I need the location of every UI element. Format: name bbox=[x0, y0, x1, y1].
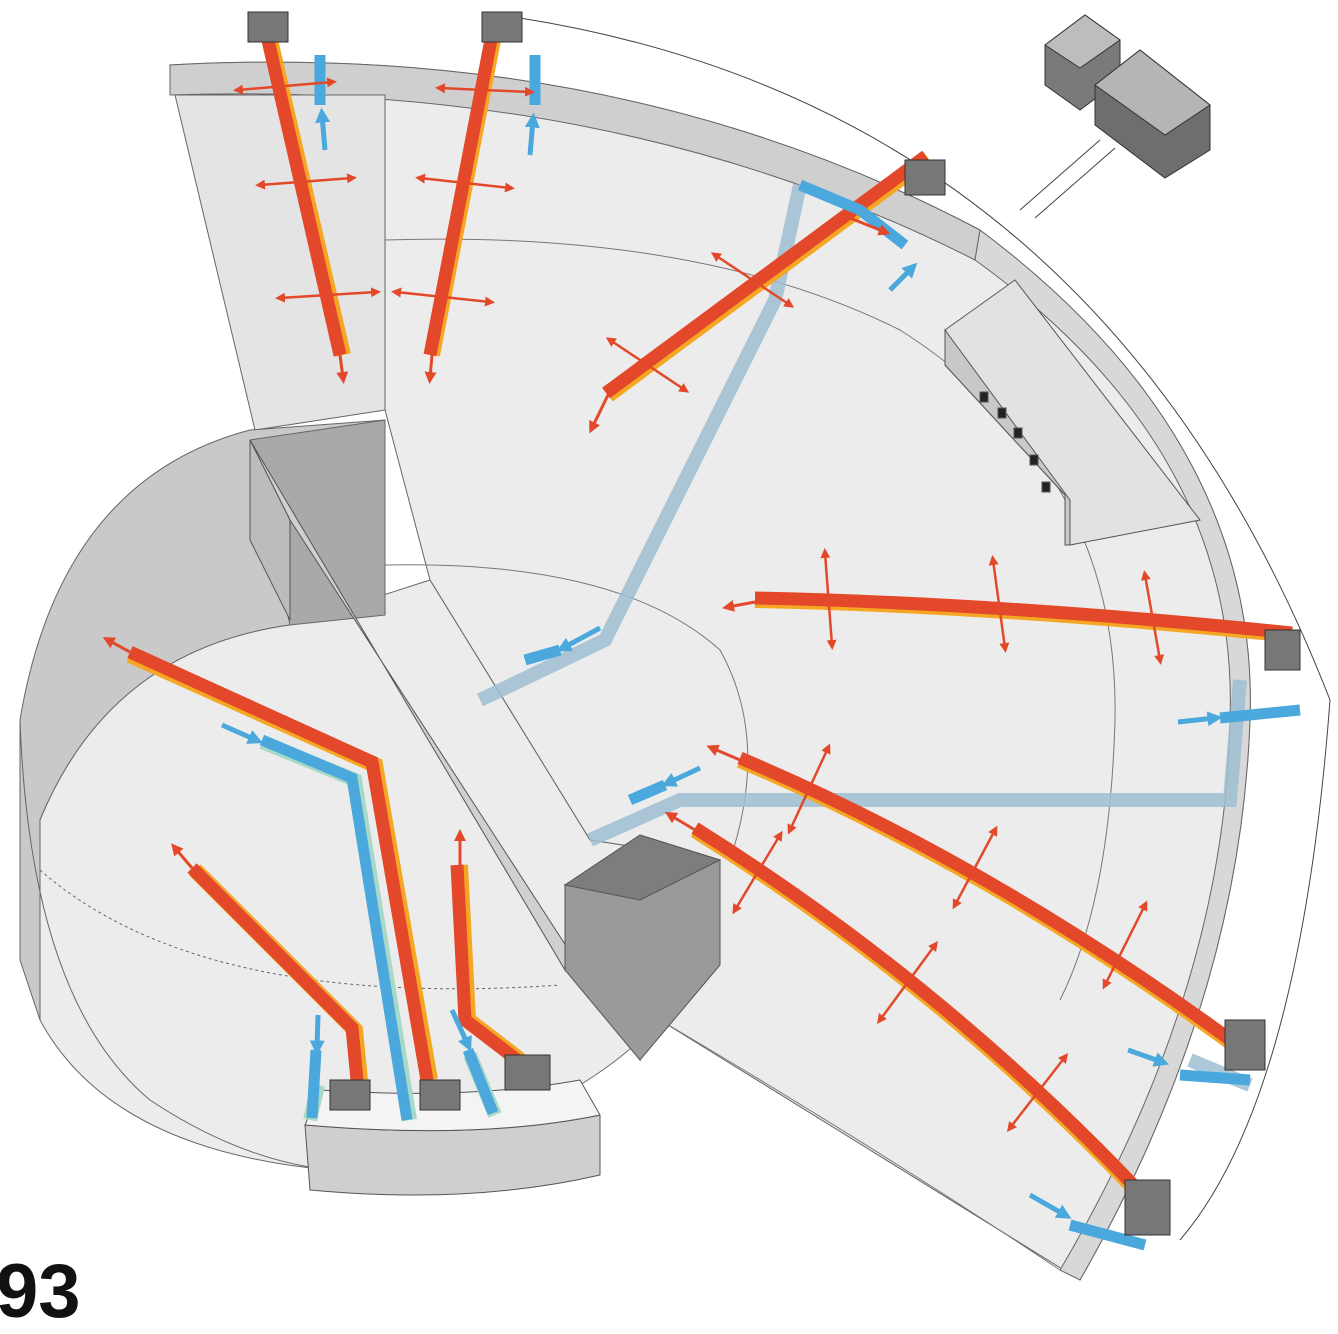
site-outline bbox=[519, 17, 1331, 1241]
diagonal-wall bbox=[249, 439, 722, 1062]
return-air-arrows bbox=[220, 107, 1223, 1219]
hvac-axonometric-diagram bbox=[19, 11, 1331, 1281]
return-ducts bbox=[259, 55, 1301, 1251]
supply-outlet-arrows bbox=[102, 216, 891, 869]
duct-shafts bbox=[247, 11, 1301, 1236]
balcony-block bbox=[944, 279, 1201, 546]
page-number-fragment: 93 bbox=[0, 1249, 81, 1334]
drum-hall bbox=[19, 419, 721, 1171]
diffusion-arrows bbox=[233, 77, 1165, 1132]
rooftop-plant-units bbox=[1044, 14, 1211, 179]
